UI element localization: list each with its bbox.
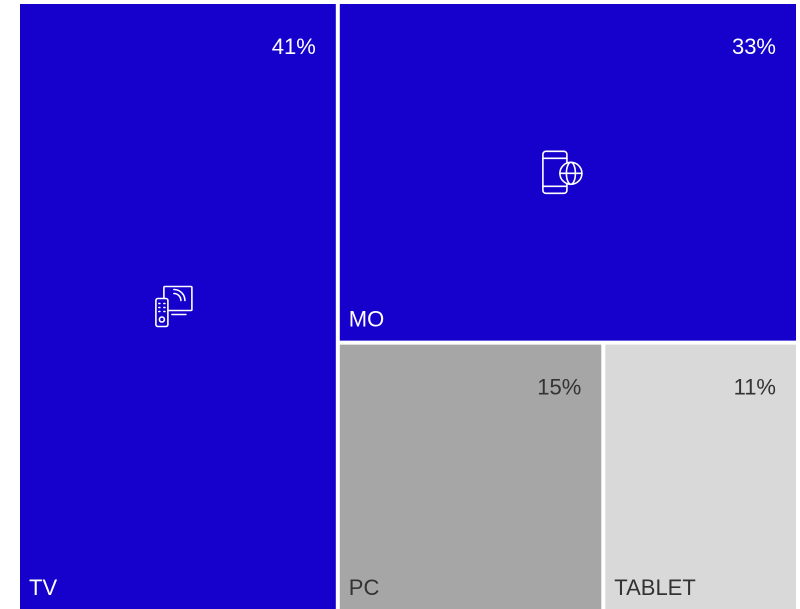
tiles: 41% TV 33% MO 15% PC 11% TABLET <box>20 4 796 609</box>
mobile-web-icon <box>542 150 583 195</box>
tile <box>339 344 602 609</box>
value-label: 11% <box>734 375 776 400</box>
value-label: 41% <box>272 34 316 59</box>
category-label: MO <box>349 307 384 332</box>
tv-icon <box>155 285 193 328</box>
tile <box>605 344 796 609</box>
category-label: TABLET <box>614 575 696 600</box>
category-label: PC <box>349 575 380 600</box>
category-label: TV <box>29 575 57 600</box>
tile <box>20 4 336 609</box>
value-label: 15% <box>537 375 581 400</box>
value-label: 33% <box>732 34 776 59</box>
